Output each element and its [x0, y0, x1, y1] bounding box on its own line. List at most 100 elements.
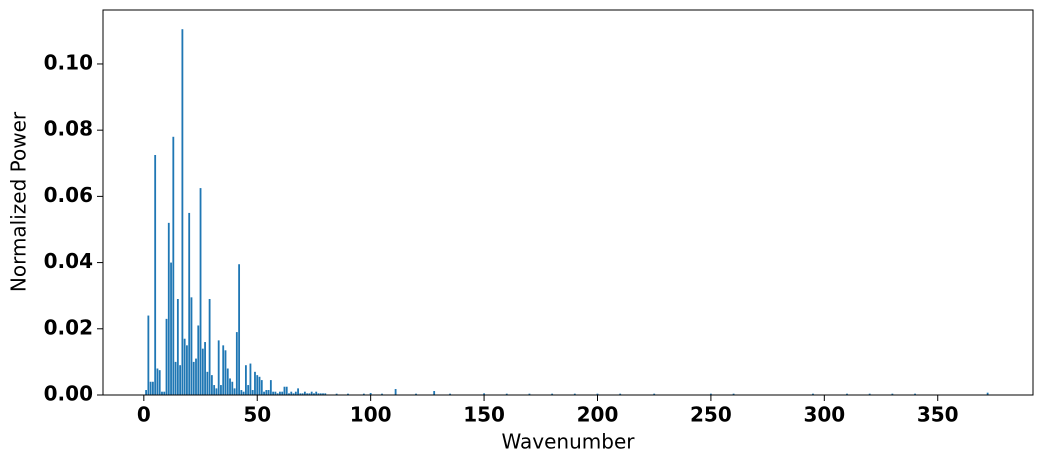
bar [154, 154, 157, 395]
bar [573, 393, 576, 395]
y-tick-label: 0.00 [44, 382, 93, 406]
bar [210, 375, 213, 395]
bar [505, 393, 508, 395]
bar [231, 381, 234, 395]
bar [158, 370, 161, 395]
bar [288, 393, 290, 395]
bar [596, 393, 599, 395]
bar [217, 340, 220, 395]
plot-frame [102, 9, 1034, 396]
bar [322, 393, 324, 395]
bar [258, 376, 261, 395]
y-tick-label: 0.06 [44, 183, 93, 207]
bar [229, 378, 231, 395]
x-tick-label: 150 [463, 403, 505, 427]
bar [292, 393, 295, 395]
bar [308, 393, 311, 395]
bar [165, 318, 168, 395]
bar [449, 393, 451, 395]
bar [174, 361, 177, 395]
bar [914, 393, 916, 395]
bar [294, 391, 297, 395]
bar [235, 332, 238, 395]
bar [224, 350, 227, 395]
bar [301, 393, 304, 395]
bar [313, 393, 315, 395]
bar [206, 371, 209, 395]
bar [303, 391, 306, 395]
bar [267, 390, 270, 395]
bar [176, 298, 179, 395]
bar [188, 212, 191, 395]
bar [186, 345, 188, 395]
bar [891, 393, 894, 395]
y-axis-label: Normalized Power [7, 111, 31, 292]
bar [986, 392, 989, 395]
x-tick-label: 250 [690, 403, 732, 427]
bar [238, 264, 241, 395]
bar [868, 393, 871, 395]
bar [244, 365, 247, 395]
bar [251, 390, 254, 395]
bar [279, 391, 281, 395]
bar [317, 393, 320, 395]
bar [394, 389, 397, 395]
bar [709, 393, 712, 395]
bar [215, 388, 218, 395]
bar [369, 393, 372, 395]
bar [276, 393, 279, 395]
bar [213, 385, 216, 395]
x-tick-label: 50 [243, 403, 271, 427]
bar [335, 393, 338, 395]
bar [204, 342, 206, 395]
bar [249, 363, 252, 395]
bar [269, 380, 272, 395]
bar [297, 388, 299, 395]
bar [170, 262, 172, 395]
x-tick-label: 350 [917, 403, 959, 427]
bar [226, 368, 229, 395]
bar [167, 222, 170, 395]
y-tick-label: 0.02 [44, 315, 93, 339]
y-tick-label: 0.10 [44, 50, 93, 74]
y-tick-label: 0.08 [44, 117, 93, 141]
bar [274, 391, 277, 395]
bar [551, 393, 554, 395]
bar [265, 390, 268, 395]
bar [310, 391, 313, 395]
bar [195, 358, 197, 395]
y-tick-label: 0.04 [44, 249, 93, 273]
bar [315, 391, 318, 395]
bar [306, 393, 309, 395]
bar [208, 298, 211, 395]
bar [242, 391, 245, 395]
bar [347, 393, 349, 395]
bar [272, 391, 275, 395]
bar [285, 386, 288, 395]
bar [381, 393, 383, 395]
bar [156, 368, 159, 395]
bar [161, 391, 163, 395]
bar [197, 325, 200, 395]
bar [199, 188, 202, 395]
bar [256, 375, 259, 395]
bar [183, 338, 186, 395]
bar [362, 393, 365, 395]
bar [201, 348, 204, 395]
bar [299, 393, 302, 395]
bar [619, 393, 622, 395]
x-axis-label: Wavenumber [502, 430, 636, 454]
bar [190, 297, 193, 395]
bar [324, 393, 327, 395]
bar [812, 393, 814, 395]
bar [254, 371, 256, 395]
bar [147, 315, 150, 395]
bar [220, 385, 222, 395]
bar [181, 29, 184, 395]
bar [240, 390, 243, 395]
bar [151, 381, 154, 395]
bar [283, 386, 286, 395]
bar [319, 393, 322, 395]
bar [233, 388, 236, 395]
